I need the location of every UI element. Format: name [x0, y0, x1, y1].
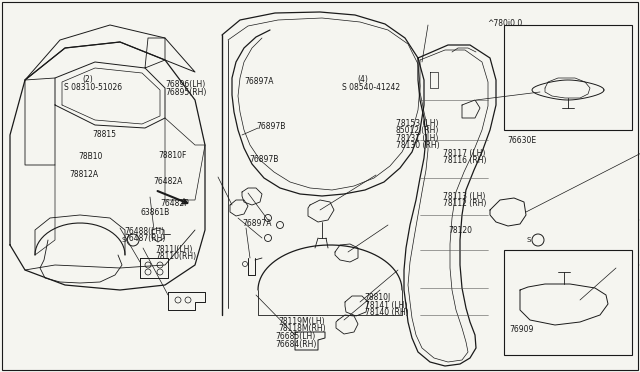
Text: 78110(RH): 78110(RH) — [156, 252, 196, 261]
Text: 76895(RH): 76895(RH) — [165, 88, 207, 97]
Text: 76488(LH): 76488(LH) — [125, 227, 165, 236]
Text: 78116 (RH): 78116 (RH) — [443, 156, 486, 165]
Bar — [504, 25, 632, 130]
Text: 78140 (RH): 78140 (RH) — [365, 308, 408, 317]
Text: 78815: 78815 — [93, 130, 117, 139]
Text: 78B10: 78B10 — [78, 153, 102, 161]
Text: 78131 (LH): 78131 (LH) — [396, 134, 438, 143]
Text: (2): (2) — [82, 75, 93, 84]
Text: 76897B: 76897B — [250, 155, 279, 164]
Text: 76897A: 76897A — [242, 219, 271, 228]
Text: 78141 (LH): 78141 (LH) — [365, 301, 407, 310]
Text: 78810F: 78810F — [159, 151, 187, 160]
Text: 78810J: 78810J — [365, 293, 391, 302]
Text: 78120: 78120 — [448, 226, 472, 235]
Text: 78113 (LH): 78113 (LH) — [443, 192, 485, 201]
Text: 76482P: 76482P — [160, 199, 189, 208]
Text: S: S — [122, 237, 126, 243]
Text: 7811I(LH): 7811I(LH) — [156, 246, 193, 254]
Text: S 08310-51026: S 08310-51026 — [64, 83, 122, 92]
Text: 76897A: 76897A — [244, 77, 274, 86]
Text: S 08540-41242: S 08540-41242 — [342, 83, 401, 92]
Text: S: S — [527, 237, 531, 243]
Text: 76630E: 76630E — [507, 136, 536, 145]
Text: 63861B: 63861B — [141, 208, 170, 217]
Text: 76909: 76909 — [509, 325, 534, 334]
Text: (4): (4) — [357, 75, 368, 84]
Text: 78119M(LH): 78119M(LH) — [278, 317, 325, 326]
Text: 78117 (LH): 78117 (LH) — [443, 149, 485, 158]
Text: 76482A: 76482A — [154, 177, 183, 186]
Text: 78130 (RH): 78130 (RH) — [396, 141, 439, 150]
Text: 78118M(RH): 78118M(RH) — [278, 324, 326, 333]
Text: 76897B: 76897B — [256, 122, 285, 131]
Text: 76487(RH): 76487(RH) — [125, 234, 166, 243]
Text: 78112 (RH): 78112 (RH) — [443, 199, 486, 208]
Text: ^780i0.0: ^780i0.0 — [488, 19, 523, 28]
Text: 85012J(RH): 85012J(RH) — [396, 126, 439, 135]
Text: 78812A: 78812A — [69, 170, 99, 179]
Text: 76685(LH): 76685(LH) — [275, 332, 316, 341]
Text: 76896(LH): 76896(LH) — [165, 80, 205, 89]
Text: 78153 (LH): 78153 (LH) — [396, 119, 438, 128]
Bar — [504, 250, 632, 355]
Text: 76684(RH): 76684(RH) — [275, 340, 317, 349]
